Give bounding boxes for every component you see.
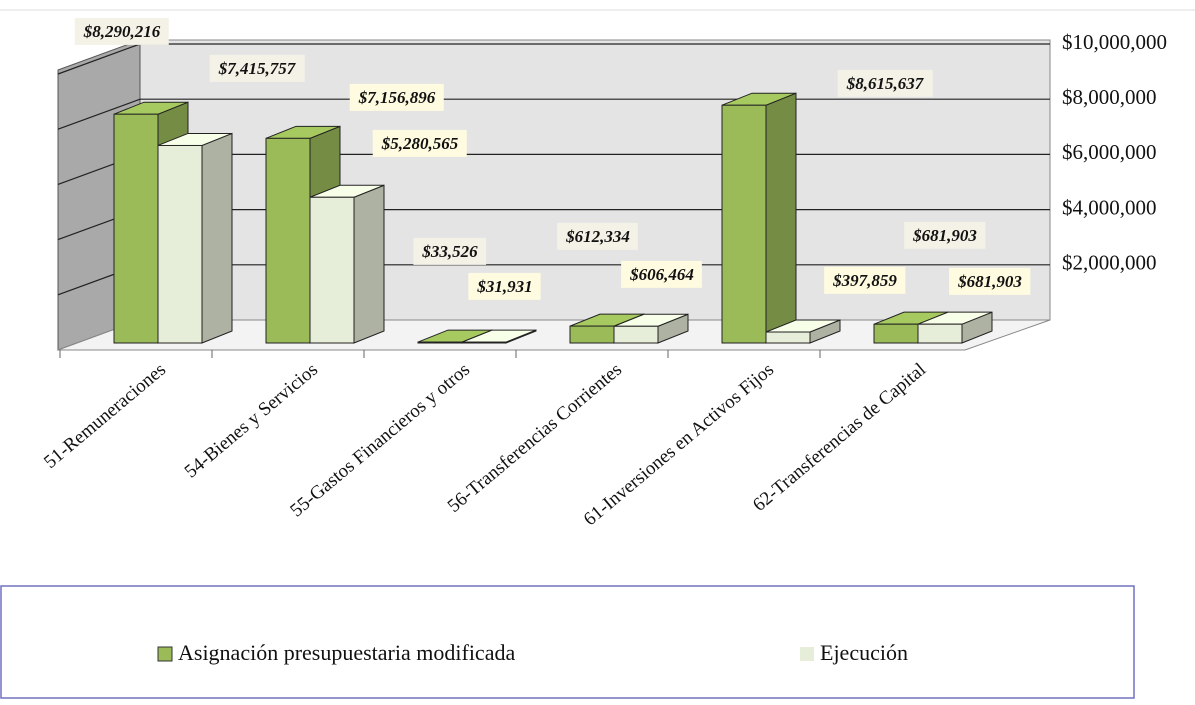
x-tick-label: 55-Gastos Financieros y otros (286, 359, 474, 521)
y-tick-label: $10,000,000 (1062, 30, 1167, 54)
value-label-bg (74, 17, 169, 45)
value-label-bg (349, 83, 444, 111)
bar (461, 341, 507, 344)
value-label-bg (621, 260, 702, 288)
bar (873, 323, 919, 344)
bar-side (353, 184, 385, 344)
value-label: $681,903 (912, 226, 977, 245)
value-label: $7,156,896 (358, 88, 436, 107)
bar (917, 323, 963, 344)
value-label: $5,280,565 (381, 134, 459, 153)
legend-label: Ejecución (820, 640, 908, 665)
value-label-bg (904, 221, 986, 249)
bar (265, 137, 311, 344)
value-label: $8,290,216 (83, 22, 161, 41)
value-label: $606,464 (629, 265, 694, 284)
bar (765, 331, 811, 344)
value-label: $397,859 (832, 271, 897, 290)
legend-swatch (800, 647, 814, 661)
bar-side (765, 92, 797, 344)
value-label: $33,526 (421, 242, 478, 261)
y-tick-label: $4,000,000 (1062, 195, 1157, 219)
value-label-bg (824, 266, 906, 294)
bar (157, 144, 203, 344)
bar-side (201, 132, 233, 344)
bar (417, 341, 463, 344)
y-tick-label: $6,000,000 (1062, 140, 1157, 164)
bar (309, 196, 355, 344)
grid-line-side (57, 43, 141, 75)
value-label-bg (837, 69, 933, 97)
value-label: $7,415,757 (218, 59, 297, 78)
bar (721, 104, 767, 344)
bar (113, 113, 159, 344)
value-label-bg (557, 222, 638, 250)
legend-swatch (157, 646, 173, 662)
value-label-bg (413, 237, 487, 265)
plot (57, 43, 1050, 358)
value-label: $8,615,637 (846, 74, 925, 93)
grid-line-side (57, 98, 141, 130)
value-label-bg (209, 54, 305, 82)
x-tick-label: 51-Remuneraciones (40, 359, 170, 473)
y-tick-label: $8,000,000 (1062, 85, 1157, 109)
bar (613, 325, 659, 344)
value-label-bg (372, 129, 467, 157)
value-label-bg (949, 267, 1031, 295)
bar (569, 325, 615, 344)
x-tick-label: 56-Transferencias Corrientes (444, 359, 626, 517)
legend-label: Asignación presupuestaria modificada (178, 640, 515, 665)
y-tick-label: $2,000,000 (1062, 251, 1157, 275)
legend-box (0, 585, 1135, 699)
value-label: $681,903 (957, 272, 1022, 291)
x-tick-label: 54-Bienes y Servicios (181, 359, 322, 482)
value-label-bg (468, 272, 541, 300)
value-label: $31,931 (476, 277, 532, 296)
x-tick-label: 62-Transferencias de Capital (749, 359, 930, 516)
value-label: $612,334 (565, 227, 630, 246)
